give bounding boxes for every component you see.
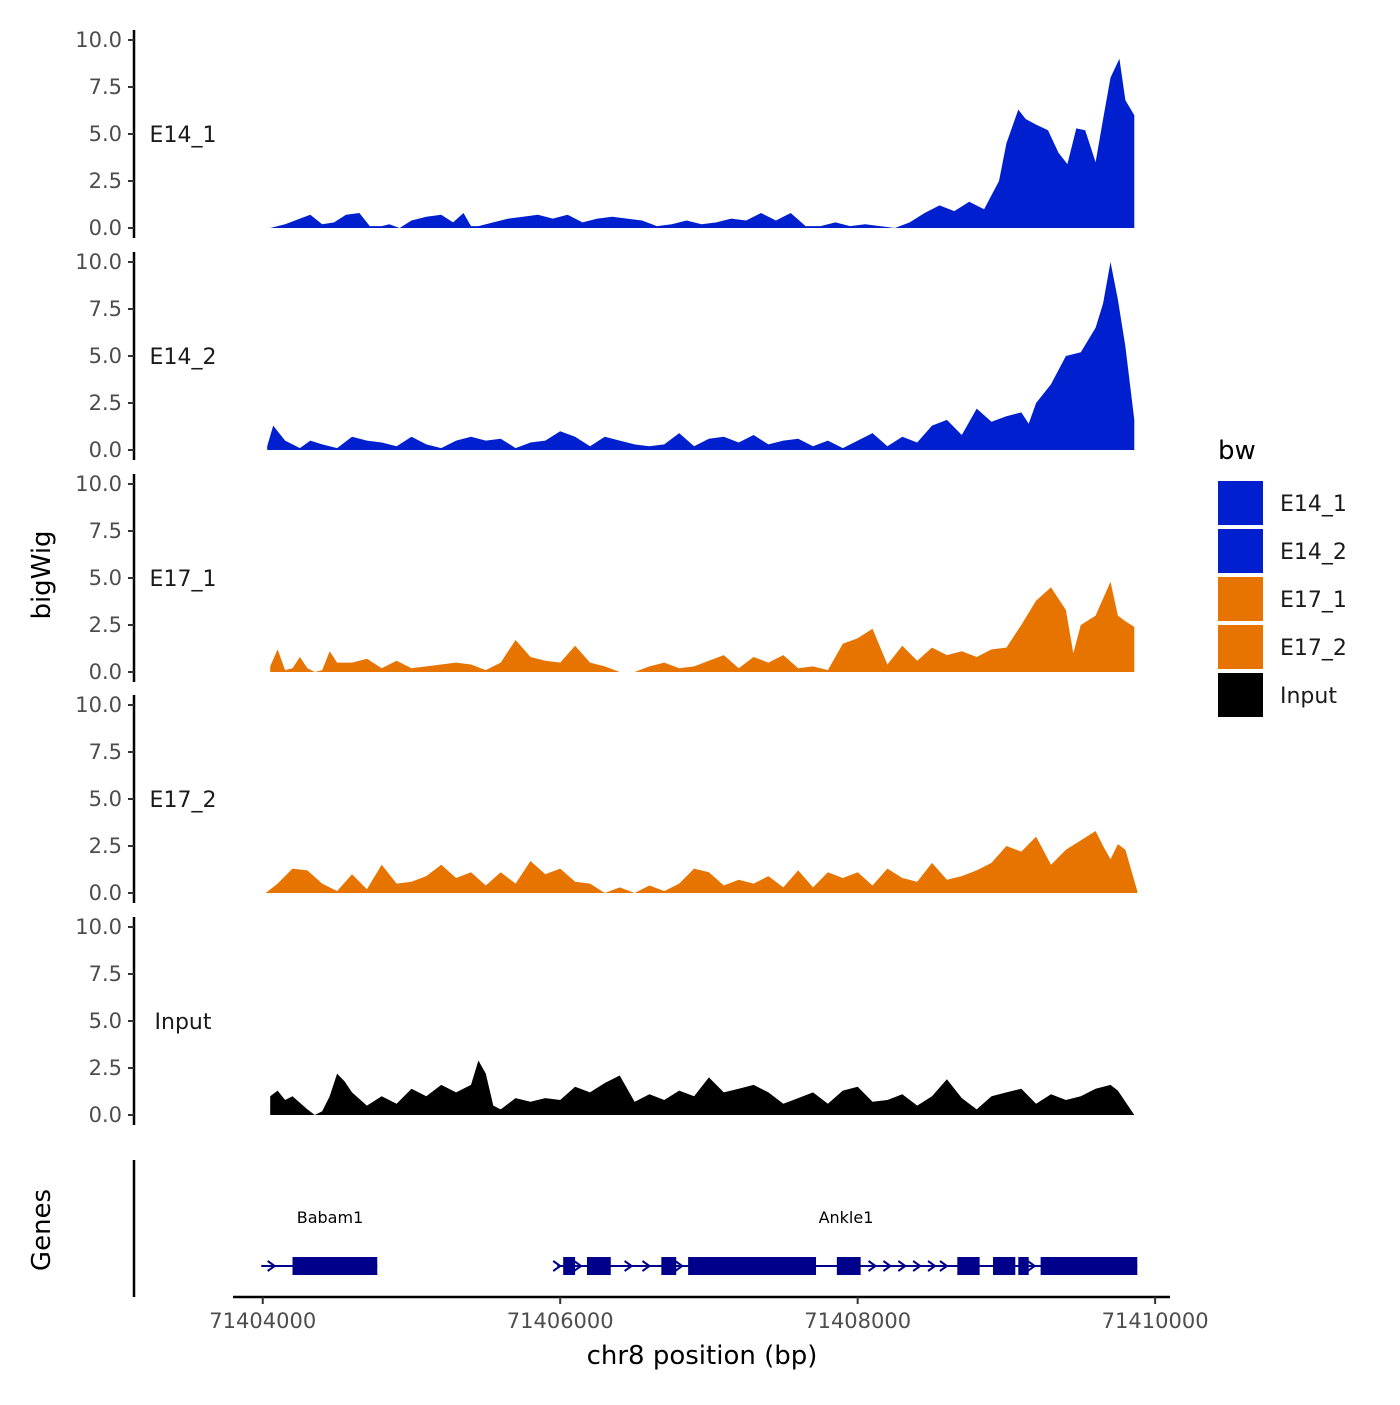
gene-Babam1: Babam1 bbox=[261, 1208, 378, 1275]
y-tick-label-E14_1-1: 2.5 bbox=[89, 169, 122, 193]
y-tick-label-E14_1-2: 5.0 bbox=[89, 122, 122, 146]
track-label-E14_1: E14_1 bbox=[150, 123, 217, 148]
gene-strand-arrow-Ankle1-2 bbox=[624, 1260, 634, 1272]
legend-label-E14_2: E14_2 bbox=[1280, 540, 1347, 565]
track-E17_2: 0.0 2.5 5.0 7.5 10.0 E17_2 bbox=[75, 693, 1138, 905]
y-tick-label-E17_1-0: 0.0 bbox=[89, 660, 122, 684]
gene-exon-Ankle1-5 bbox=[957, 1257, 980, 1275]
y-tick-label-E14_1-0: 0.0 bbox=[89, 216, 122, 240]
area-E17_1 bbox=[270, 581, 1135, 672]
gene-strand-arrow-Ankle1-7 bbox=[897, 1260, 908, 1272]
y-tick-label-E17_2-1: 2.5 bbox=[89, 834, 122, 858]
area-E17_2 bbox=[265, 831, 1138, 893]
gene-strand-arrow-Ankle1-5 bbox=[867, 1260, 878, 1272]
gene-label-Ankle1: Ankle1 bbox=[819, 1208, 874, 1227]
legend: bw E14_1 E14_2 E17_1 E17_2 Input bbox=[1218, 436, 1347, 717]
track-label-E14_2: E14_2 bbox=[150, 345, 217, 370]
y-tick-label-E17_2-3: 7.5 bbox=[89, 740, 122, 764]
x-tick-label-0: 71404000 bbox=[209, 1309, 316, 1333]
gene-strand-arrow-Ankle1-0 bbox=[552, 1260, 562, 1272]
legend-swatch-E17_2 bbox=[1218, 625, 1263, 669]
y-tick-label-Input-1: 2.5 bbox=[89, 1056, 122, 1080]
y-tick-label-E17_2-4: 10.0 bbox=[75, 693, 122, 717]
x-axis: 71404000 71406000 71408000 71410000 bbox=[209, 1295, 1209, 1333]
gene-label-Babam1: Babam1 bbox=[297, 1208, 364, 1227]
gene-strand-arrow-Ankle1-6 bbox=[882, 1260, 893, 1272]
area-E14_2 bbox=[267, 262, 1135, 450]
y-tick-label-E17_1-1: 2.5 bbox=[89, 613, 122, 637]
legend-swatch-E17_1 bbox=[1218, 577, 1263, 621]
legend-swatch-E14_2 bbox=[1218, 529, 1263, 573]
y-tick-label-E17_1-4: 10.0 bbox=[75, 472, 122, 496]
gene-exon-Ankle1-8 bbox=[1040, 1257, 1138, 1275]
track-E14_1: 0.0 2.5 5.0 7.5 10.0 E14_1 bbox=[75, 28, 1135, 240]
gene-exon-Ankle1-4 bbox=[836, 1257, 861, 1275]
track-Input: 0.0 2.5 5.0 7.5 10.0 Input bbox=[75, 915, 1135, 1127]
y-tick-label-E17_2-2: 5.0 bbox=[89, 787, 122, 811]
y-tick-label-E14_1-3: 7.5 bbox=[89, 75, 122, 99]
legend-swatch-Input bbox=[1218, 673, 1263, 717]
y-tick-label-Input-3: 7.5 bbox=[89, 962, 122, 986]
gene-exon-Babam1-0 bbox=[292, 1257, 378, 1275]
legend-label-E17_2: E17_2 bbox=[1280, 636, 1347, 661]
track-E17_1: 0.0 2.5 5.0 7.5 10.0 E17_1 bbox=[75, 472, 1135, 684]
gene-strand-arrow-Ankle1-1 bbox=[573, 1260, 583, 1272]
track-label-Input: Input bbox=[155, 1010, 212, 1035]
gene-exon-Ankle1-0 bbox=[563, 1257, 576, 1275]
y-tick-label-Input-4: 10.0 bbox=[75, 915, 122, 939]
gene-exon-Ankle1-1 bbox=[586, 1257, 611, 1275]
y-tick-label-E14_2-1: 2.5 bbox=[89, 391, 122, 415]
tracks-group: 0.0 2.5 5.0 7.5 10.0 E14_1 0.0 2.5 5.0 7.5 10.0 E14… bbox=[75, 28, 1138, 1127]
y-tick-label-E17_1-3: 7.5 bbox=[89, 519, 122, 543]
gene-strand-arrow-Ankle1-3 bbox=[641, 1260, 652, 1272]
gene-Ankle1: Ankle1 bbox=[552, 1208, 1138, 1275]
gene-exon-Ankle1-6 bbox=[993, 1257, 1016, 1275]
y-tick-label-E17_1-2: 5.0 bbox=[89, 566, 122, 590]
gene-strand-arrow-Ankle1-9 bbox=[927, 1260, 937, 1272]
legend-swatch-E14_1 bbox=[1218, 481, 1263, 525]
y-axis-title: bigWig bbox=[27, 530, 57, 619]
y-tick-label-E14_2-0: 0.0 bbox=[89, 438, 122, 462]
legend-label-Input: Input bbox=[1280, 684, 1337, 709]
x-tick-label-2: 71408000 bbox=[804, 1309, 911, 1333]
y-tick-label-E14_2-3: 7.5 bbox=[89, 297, 122, 321]
gene-strand-arrow-Ankle1-11 bbox=[1027, 1260, 1037, 1272]
legend-label-E17_1: E17_1 bbox=[1280, 588, 1347, 613]
genes-panel: Babam1 Ankle1 bbox=[132, 1160, 1138, 1297]
track-label-E17_1: E17_1 bbox=[150, 567, 217, 592]
gene-exon-Ankle1-3 bbox=[688, 1257, 817, 1275]
gene-strand-arrow-Ankle1-4 bbox=[674, 1260, 684, 1272]
legend-label-E14_1: E14_1 bbox=[1280, 492, 1347, 517]
area-Input bbox=[270, 1060, 1135, 1115]
area-E14_1 bbox=[270, 58, 1135, 228]
track-label-E17_2: E17_2 bbox=[150, 788, 217, 813]
gene-strand-arrow-Babam1-0 bbox=[267, 1260, 277, 1272]
y-tick-label-E14_2-4: 10.0 bbox=[75, 250, 122, 274]
gene-exon-Ankle1-7 bbox=[1018, 1257, 1029, 1275]
y-tick-label-E17_2-0: 0.0 bbox=[89, 881, 122, 905]
y-tick-label-Input-2: 5.0 bbox=[89, 1009, 122, 1033]
y-tick-label-Input-0: 0.0 bbox=[89, 1103, 122, 1127]
x-tick-label-3: 71410000 bbox=[1102, 1309, 1209, 1333]
gene-strand-arrow-Ankle1-8 bbox=[912, 1260, 922, 1272]
gene-strand-arrow-Ankle1-10 bbox=[939, 1260, 949, 1272]
gene-exon-Ankle1-2 bbox=[661, 1257, 677, 1275]
y-tick-label-E14_2-2: 5.0 bbox=[89, 344, 122, 368]
genes-axis-title: Genes bbox=[27, 1189, 57, 1271]
x-tick-label-1: 71406000 bbox=[507, 1309, 614, 1333]
legend-title: bw bbox=[1218, 436, 1256, 466]
x-axis-title: chr8 position (bp) bbox=[587, 1341, 818, 1371]
legend-items: E14_1 E14_2 E17_1 E17_2 Input bbox=[1218, 481, 1347, 717]
y-tick-label-E14_1-4: 10.0 bbox=[75, 28, 122, 52]
track-E14_2: 0.0 2.5 5.0 7.5 10.0 E14_2 bbox=[75, 250, 1135, 462]
